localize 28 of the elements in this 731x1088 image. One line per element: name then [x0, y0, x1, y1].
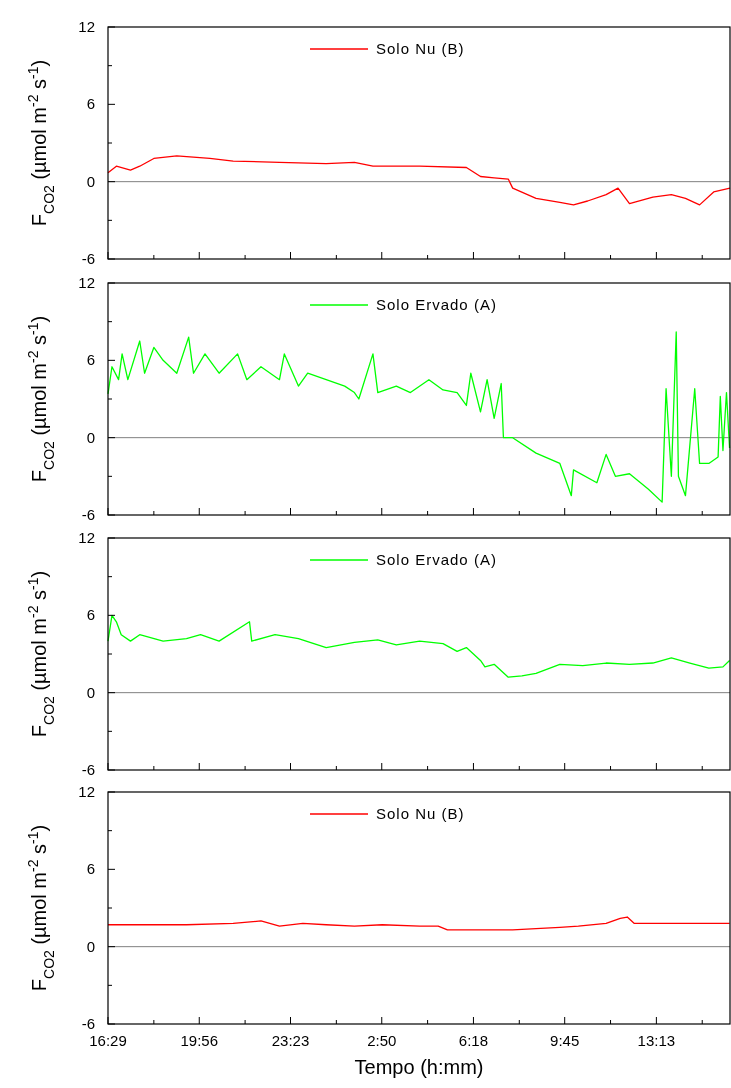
legend-label: Solo Nu (B): [376, 805, 465, 822]
y-tick-label: 12: [78, 529, 95, 546]
y-tick-label: 6: [86, 95, 95, 113]
y-tick-label: 6: [86, 351, 95, 369]
y-tick-label: 6: [86, 860, 95, 878]
x-tick-label: 9:45: [550, 1032, 580, 1049]
legend-label: Solo Nu (B): [376, 40, 465, 57]
x-tick-label: 23:23: [271, 1032, 310, 1049]
y-tick-label: 0: [86, 683, 95, 701]
x-tick-label: 13:13: [637, 1032, 676, 1049]
x-axis-title: Tempo (h:mm): [354, 1056, 484, 1078]
y-tick-label: 12: [78, 18, 95, 35]
legend-label: Solo Ervado (A): [376, 296, 497, 313]
y-tick-label: -6: [81, 506, 95, 523]
y-tick-label: 12: [78, 783, 95, 800]
legend-label: Solo Ervado (A): [376, 551, 497, 568]
x-tick-label: 19:56: [180, 1032, 219, 1049]
y-tick-label: -6: [81, 761, 95, 778]
y-tick-label: 0: [86, 937, 95, 955]
y-tick-label: 0: [86, 172, 95, 190]
x-tick-label: 2:50: [367, 1032, 397, 1049]
x-tick-label: 16:29: [89, 1032, 127, 1049]
y-tick-label: -6: [81, 1015, 95, 1032]
x-tick-label: 6:18: [458, 1032, 489, 1049]
y-tick-label: -6: [81, 250, 95, 267]
y-tick-label: 0: [86, 428, 95, 446]
y-tick-label: 6: [86, 606, 95, 624]
y-tick-label: 12: [78, 274, 95, 291]
